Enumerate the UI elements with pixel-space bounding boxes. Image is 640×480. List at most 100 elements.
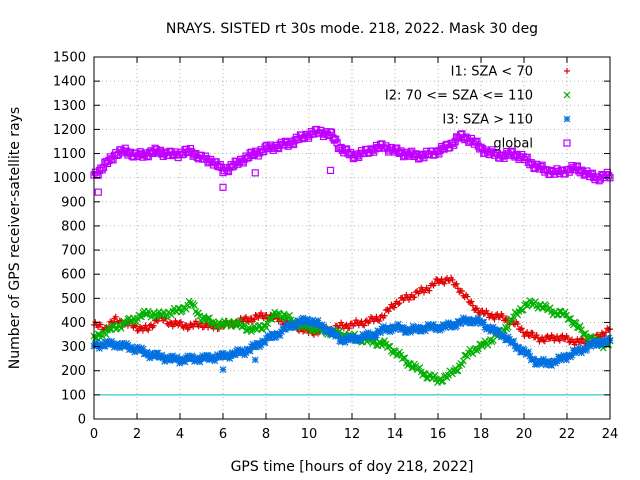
y-tick-label: 500 <box>61 292 86 307</box>
point-i1-sza-70 <box>411 294 418 301</box>
point-i2-70-sza-110 <box>123 319 131 327</box>
point-i1-sza-70 <box>545 335 552 342</box>
point-i1-sza-70 <box>472 305 479 312</box>
x-tick-label: 20 <box>516 427 533 442</box>
series-2 <box>90 314 614 373</box>
point-global <box>573 162 582 170</box>
y-tick-label: 400 <box>61 316 86 331</box>
legend-marker-i3-sza-110 <box>563 115 571 123</box>
x-tick-label: 2 <box>133 427 141 442</box>
point-i3-sza-110 <box>181 358 189 366</box>
y-tick-label: 0 <box>78 413 86 428</box>
point-global <box>450 141 458 149</box>
point-i2-70-sza-110 <box>204 314 212 322</box>
y-tick-label: 600 <box>61 268 86 283</box>
legend-label-global: global <box>493 137 533 152</box>
point-i1-sza-70 <box>134 327 141 334</box>
point-i1-sza-70 <box>514 320 521 327</box>
point-i1-sza-70 <box>456 289 463 296</box>
point-global <box>332 135 340 143</box>
legend: I1: SZA < 70 I2: 70 <= SZA <= 110 I3: SZA … <box>385 65 571 152</box>
point-i1-sza-70 <box>574 336 581 343</box>
point-i1-sza-70 <box>473 305 480 312</box>
legend-marker-global <box>563 139 571 147</box>
point-i2-70-sza-110 <box>263 324 270 332</box>
point-i1-sza-70 <box>351 320 358 327</box>
point-i1-sza-70 <box>423 284 430 291</box>
point-i1-sza-70 <box>359 321 366 328</box>
point-global <box>239 159 247 167</box>
point-i3-sza-110 <box>178 355 186 363</box>
point-i1-sza-70 <box>446 277 453 284</box>
legend-marker-i2-70-sza-110 <box>563 91 571 99</box>
outlier-point-i3-sza-110 <box>251 356 259 364</box>
x-tick-label: 14 <box>387 427 404 442</box>
point-i2-70-sza-110 <box>454 367 462 375</box>
point-global <box>605 172 613 180</box>
point-i1-sza-70 <box>190 323 197 330</box>
point-i1-sza-70 <box>438 276 445 283</box>
point-i1-sza-70 <box>412 289 419 296</box>
point-i1-sza-70 <box>143 325 150 332</box>
legend-label-i2-70-sza-110: I2: 70 <= SZA <= 110 <box>385 89 533 104</box>
y-tick-label: 300 <box>61 340 86 355</box>
point-i2-70-sza-110 <box>587 333 595 340</box>
legend-label-i1-sza-70: I1: SZA < 70 <box>451 65 533 80</box>
point-i3-sza-110 <box>334 332 342 340</box>
x-tick-label: 4 <box>176 427 184 442</box>
point-i1-sza-70 <box>533 332 540 339</box>
x-tick-label: 8 <box>262 427 270 442</box>
point-i1-sza-70 <box>577 339 584 346</box>
series-3 <box>90 125 614 196</box>
point-i1-sza-70 <box>389 303 396 310</box>
point-i3-sza-110 <box>583 346 591 353</box>
point-global <box>109 156 117 164</box>
legend-marker-i1-sza-70 <box>564 68 570 74</box>
x-tick-label: 24 <box>602 427 619 442</box>
point-global <box>355 153 363 162</box>
point-i2-70-sza-110 <box>182 305 190 313</box>
point-i2-70-sza-110 <box>438 378 446 386</box>
point-i2-70-sza-110 <box>117 324 125 332</box>
outlier-point-i3-sza-110 <box>219 366 227 373</box>
point-i1-sza-70 <box>381 312 388 319</box>
grid <box>94 57 610 419</box>
point-i1-sza-70 <box>491 316 498 323</box>
point-i1-sza-70 <box>112 313 119 320</box>
point-i2-70-sza-110 <box>572 319 580 327</box>
outlier-point-global <box>94 188 102 196</box>
point-i1-sza-70 <box>192 318 199 325</box>
point-i1-sza-70 <box>529 330 536 337</box>
point-global <box>473 137 481 145</box>
point-i1-sza-70 <box>449 276 456 283</box>
point-i1-sza-70 <box>385 308 392 315</box>
point-i1-sza-70 <box>245 319 252 326</box>
point-i1-sza-70 <box>452 281 459 288</box>
outlier-point-global <box>326 166 335 175</box>
point-i2-70-sza-110 <box>510 313 518 321</box>
point-i1-sza-70 <box>177 318 184 325</box>
point-i1-sza-70 <box>517 326 524 333</box>
point-i1-sza-70 <box>433 276 440 283</box>
point-i1-sza-70 <box>240 318 247 325</box>
point-i1-sza-70 <box>604 325 611 332</box>
y-tick-label: 200 <box>61 364 86 379</box>
point-i1-sza-70 <box>97 321 104 328</box>
point-i1-sza-70 <box>145 327 152 334</box>
point-i1-sza-70 <box>361 322 368 329</box>
point-i1-sza-70 <box>374 316 381 323</box>
point-global <box>224 168 233 176</box>
point-i1-sza-70 <box>168 320 175 327</box>
point-i1-sza-70 <box>467 299 474 306</box>
point-i2-70-sza-110 <box>138 313 145 321</box>
point-i1-sza-70 <box>167 319 174 326</box>
point-global <box>538 161 546 169</box>
point-i2-70-sza-110 <box>423 374 431 382</box>
x-tick-label: 12 <box>344 427 361 442</box>
point-i1-sza-70 <box>154 318 161 325</box>
point-i1-sza-70 <box>559 332 566 339</box>
legend-label-i3-sza-110: I3: SZA > 110 <box>442 113 533 128</box>
point-i2-70-sza-110 <box>400 354 408 362</box>
point-i1-sza-70 <box>525 332 532 339</box>
point-global <box>435 150 443 158</box>
